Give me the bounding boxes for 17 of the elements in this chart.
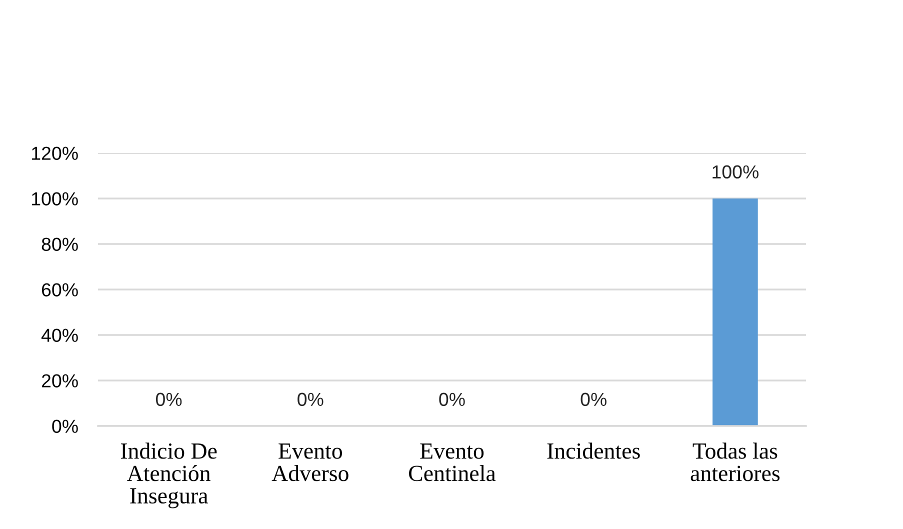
y-tick-label: 120% <box>32 146 78 160</box>
y-tick-label: 100% <box>32 192 78 206</box>
x-tick-label: Evento Adverso <box>272 444 348 482</box>
y-tick-label: 40% <box>41 328 78 342</box>
y-tick-label: 80% <box>42 238 78 251</box>
data-label: 100% <box>712 165 759 179</box>
x-tick-label: Evento Centinela <box>409 444 496 482</box>
data-label: 0% <box>439 392 465 406</box>
data-label: 0% <box>156 392 182 406</box>
x-tick-label: Indicio De Atención Insegura <box>120 442 217 508</box>
data-label: 0% <box>580 392 606 406</box>
y-tick-label: 20% <box>42 374 78 388</box>
y-tick-label: 0% <box>52 420 78 433</box>
x-tick-label: Todas las anteriores <box>690 442 780 482</box>
x-tick-label: Incidentes <box>547 442 640 459</box>
data-label: 0% <box>298 392 324 406</box>
y-tick-label: 60% <box>42 283 78 296</box>
